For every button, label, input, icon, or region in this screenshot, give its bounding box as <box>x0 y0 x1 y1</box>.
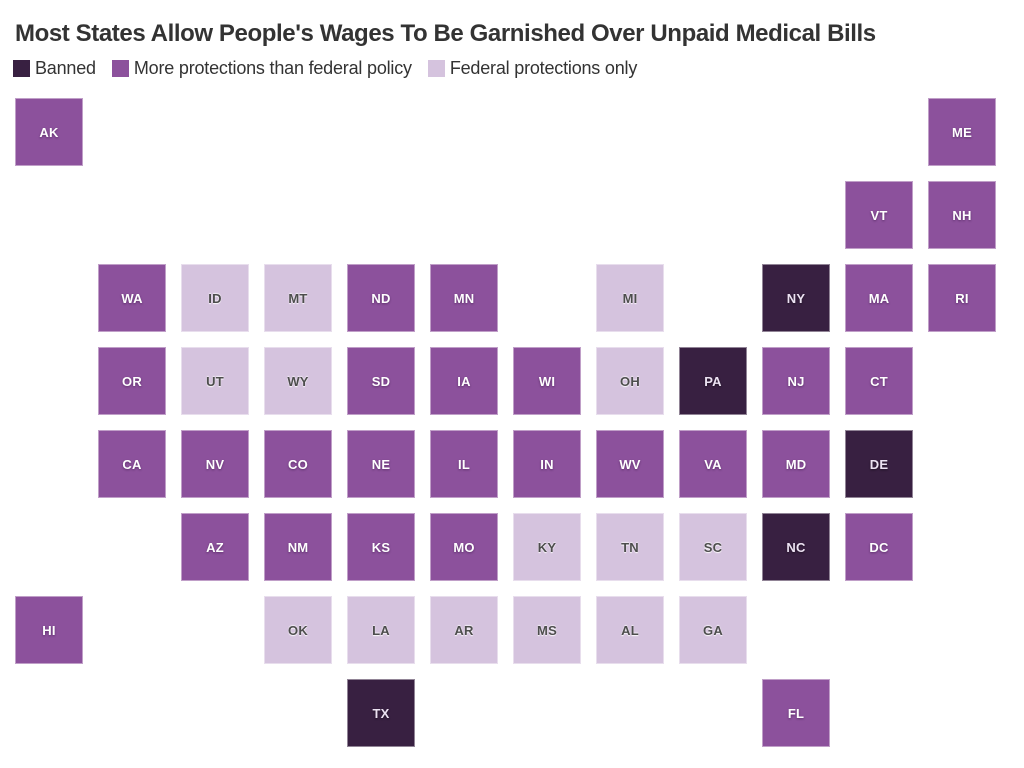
state-tile-sd: SD <box>347 347 415 415</box>
state-tile-nm: NM <box>264 513 332 581</box>
state-tile-ca: CA <box>98 430 166 498</box>
state-tile-me: ME <box>928 98 996 166</box>
state-tile-ar: AR <box>430 596 498 664</box>
state-tile-or: OR <box>98 347 166 415</box>
state-tile-mn: MN <box>430 264 498 332</box>
state-tile-wv: WV <box>596 430 664 498</box>
state-tile-ok: OK <box>264 596 332 664</box>
state-tile-ct: CT <box>845 347 913 415</box>
state-tile-la: LA <box>347 596 415 664</box>
state-tile-fl: FL <box>762 679 830 747</box>
state-tile-va: VA <box>679 430 747 498</box>
state-tile-md: MD <box>762 430 830 498</box>
state-tile-ne: NE <box>347 430 415 498</box>
state-tile-ma: MA <box>845 264 913 332</box>
tile-grid-map: AK ME VT NH WA ID MT ND MN MI NY MA RI OR UT WY SD IA WI OH… <box>0 98 1024 768</box>
state-tile-sc: SC <box>679 513 747 581</box>
state-tile-co: CO <box>264 430 332 498</box>
state-tile-az: AZ <box>181 513 249 581</box>
legend-item-federal: Federal protections only <box>427 58 638 79</box>
state-tile-ia: IA <box>430 347 498 415</box>
state-tile-mt: MT <box>264 264 332 332</box>
state-tile-ks: KS <box>347 513 415 581</box>
state-tile-nj: NJ <box>762 347 830 415</box>
state-tile-al: AL <box>596 596 664 664</box>
state-tile-hi: HI <box>15 596 83 664</box>
state-tile-dc: DC <box>845 513 913 581</box>
state-tile-pa: PA <box>679 347 747 415</box>
legend-swatch-federal <box>427 60 445 77</box>
state-tile-vt: VT <box>845 181 913 249</box>
legend-item-more: More protections than federal policy <box>111 58 412 79</box>
state-tile-in: IN <box>513 430 581 498</box>
state-tile-il: IL <box>430 430 498 498</box>
state-tile-ut: UT <box>181 347 249 415</box>
state-tile-nh: NH <box>928 181 996 249</box>
state-tile-mi: MI <box>596 264 664 332</box>
state-tile-ri: RI <box>928 264 996 332</box>
legend-label-more: More protections than federal policy <box>133 58 412 78</box>
state-tile-wy: WY <box>264 347 332 415</box>
state-tile-de: DE <box>845 430 913 498</box>
state-tile-id: ID <box>181 264 249 332</box>
legend-item-banned: Banned <box>13 58 96 79</box>
state-tile-tx: TX <box>347 679 415 747</box>
legend-label-federal: Federal protections only <box>449 58 638 78</box>
legend: Banned More protections than federal poli… <box>13 58 637 79</box>
state-tile-ga: GA <box>679 596 747 664</box>
legend-swatch-banned <box>13 60 30 77</box>
state-tile-nv: NV <box>181 430 249 498</box>
legend-swatch-more <box>111 60 129 77</box>
state-tile-nc: NC <box>762 513 830 581</box>
page-title: Most States Allow People's Wages To Be G… <box>15 20 876 48</box>
state-tile-nd: ND <box>347 264 415 332</box>
state-tile-tn: TN <box>596 513 664 581</box>
legend-label-banned: Banned <box>35 58 96 78</box>
state-tile-wa: WA <box>98 264 166 332</box>
state-tile-ny: NY <box>762 264 830 332</box>
state-tile-oh: OH <box>596 347 664 415</box>
state-tile-mo: MO <box>430 513 498 581</box>
state-tile-ms: MS <box>513 596 581 664</box>
state-tile-wi: WI <box>513 347 581 415</box>
state-tile-ky: KY <box>513 513 581 581</box>
state-tile-ak: AK <box>15 98 83 166</box>
